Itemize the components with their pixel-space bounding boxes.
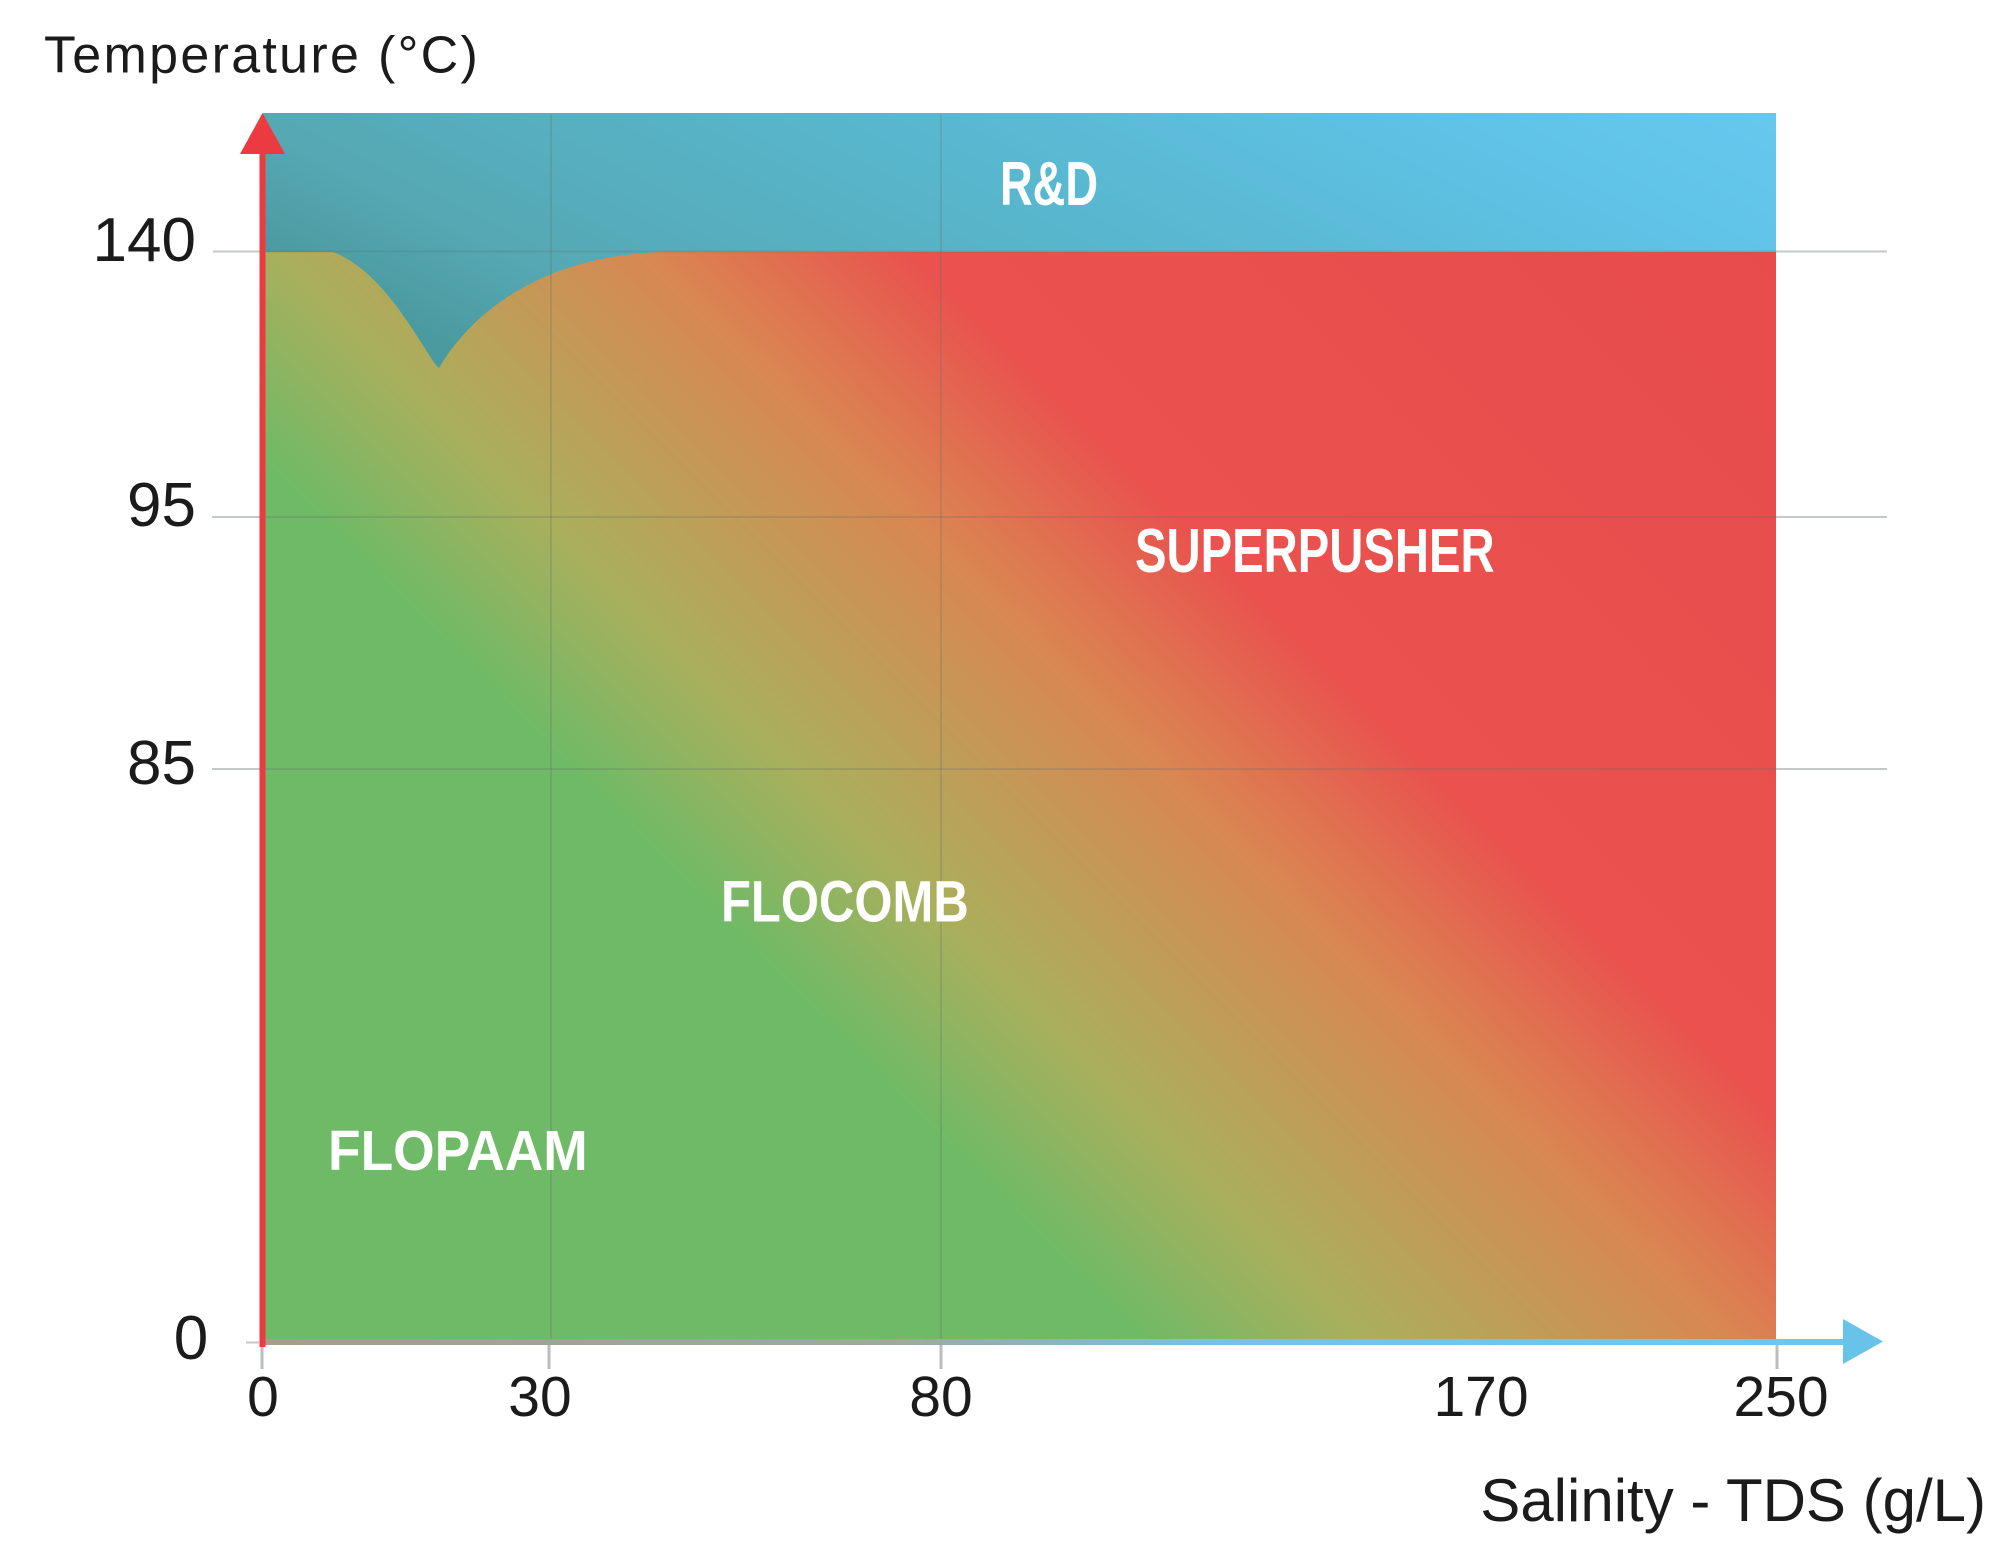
svg-text:80: 80 — [909, 1365, 972, 1429]
svg-text:Salinity - TDS (g/L): Salinity - TDS (g/L) — [1480, 1467, 1986, 1534]
svg-text:FLOPAAM: FLOPAAM — [328, 1118, 588, 1182]
svg-text:250: 250 — [1733, 1365, 1828, 1429]
svg-text:170: 170 — [1433, 1365, 1528, 1429]
svg-text:0: 0 — [174, 1304, 208, 1373]
svg-text:0: 0 — [247, 1365, 279, 1429]
svg-text:R&D: R&D — [1000, 149, 1098, 219]
svg-text:95: 95 — [127, 471, 196, 540]
svg-text:FLOCOMB: FLOCOMB — [721, 870, 969, 935]
svg-text:SUPERPUSHER: SUPERPUSHER — [1135, 516, 1495, 586]
svg-text:30: 30 — [508, 1365, 571, 1429]
svg-text:85: 85 — [127, 729, 196, 798]
svg-text:Temperature (°C): Temperature (°C) — [44, 27, 480, 85]
svg-text:140: 140 — [93, 206, 196, 275]
